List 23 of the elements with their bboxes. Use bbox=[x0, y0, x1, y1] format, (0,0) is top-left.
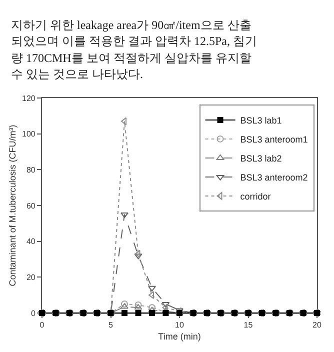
y-tick-label: 40 bbox=[26, 237, 36, 246]
legend-label: BSL3 lab2 bbox=[240, 153, 282, 164]
y-tick-label: 0 bbox=[30, 308, 36, 318]
text: 수 있는 것으로 나타났다. bbox=[11, 67, 143, 81]
y-tick-label: 120 bbox=[22, 94, 36, 103]
y-axis-title: Contaminant of M.tuberculosis (CFU/m³) bbox=[7, 124, 18, 286]
legend-label: corridor bbox=[240, 191, 271, 202]
legend-label: BSL3 anteroom1 bbox=[240, 134, 308, 144]
x-axis-title: Time (min) bbox=[158, 331, 201, 342]
x-tick-label: 20 bbox=[312, 320, 322, 330]
legend-label: BSL3 anteroom2 bbox=[240, 172, 308, 182]
x-tick-label: 0 bbox=[40, 320, 45, 330]
text: 량 170CMH를 보여 적절하게 실압차를 유지할 bbox=[11, 51, 252, 65]
y-tick-label: 20 bbox=[26, 272, 36, 282]
y-tick-label: 100 bbox=[22, 130, 36, 139]
text: 되었으며 이를 적용한 결과 압력차 12.5Pa, 침기 bbox=[11, 34, 257, 48]
x-tick-label: 15 bbox=[244, 320, 254, 330]
y-tick-label: 60 bbox=[26, 201, 36, 210]
x-tick-label: 5 bbox=[108, 320, 114, 330]
legend-label: BSL3 lab1 bbox=[240, 115, 282, 126]
text: 지하기 위한 leakage area가 90㎠/item으로 산출 bbox=[11, 18, 252, 32]
y-tick-label: 80 bbox=[26, 165, 36, 174]
x-tick-label: 10 bbox=[175, 320, 184, 330]
